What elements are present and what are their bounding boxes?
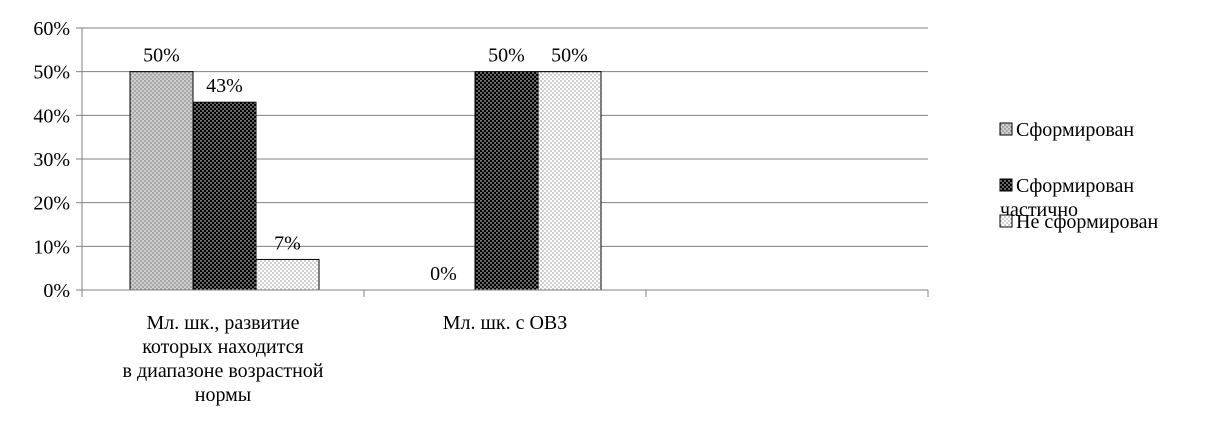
y-tick-label: 10% [33, 236, 70, 258]
data-label: 50% [143, 45, 180, 67]
data-labels: 50% 0% 43% 50% 7% 50% [143, 45, 588, 285]
y-tick-label: 30% [33, 149, 70, 171]
y-tick-label: 40% [33, 105, 70, 127]
y-tick-label: 60% [33, 18, 70, 40]
x-tick-label: Мл. шк. с ОВЗ [443, 312, 568, 334]
data-label: 43% [206, 75, 243, 97]
legend-label: частично [1000, 199, 1078, 221]
bars [129, 71, 602, 291]
axes [76, 27, 929, 297]
bar [255, 258, 320, 291]
x-tick-label: в диапазоне возрастной [123, 360, 324, 382]
x-tick-label: Мл. шк., развитие [146, 312, 299, 334]
y-tick-label: 50% [33, 62, 70, 84]
x-tick-label: которых находится [142, 336, 304, 358]
legend-label: Сформирован [1016, 175, 1134, 197]
y-tick-label: 20% [33, 193, 70, 215]
x-tick-label: нормы [195, 384, 252, 406]
data-label: 0% [430, 263, 457, 285]
bar [537, 71, 602, 291]
legend-swatch [999, 178, 1013, 192]
data-label: 50% [551, 45, 588, 67]
legend-swatch [999, 122, 1013, 136]
bar [129, 71, 194, 291]
tick-labels: 0% 10% 20% 30% 40% 50% 60% Мл. шк., развитиекот… [33, 18, 567, 406]
legend-swatch [999, 214, 1013, 228]
bar [474, 71, 539, 291]
data-label: 7% [274, 232, 301, 254]
bar [192, 101, 257, 291]
legend-label: Сформирован [1016, 119, 1134, 141]
data-label: 50% [488, 45, 525, 67]
y-tick-label: 0% [43, 280, 70, 302]
legend-label: Не сформирован [1016, 211, 1159, 233]
